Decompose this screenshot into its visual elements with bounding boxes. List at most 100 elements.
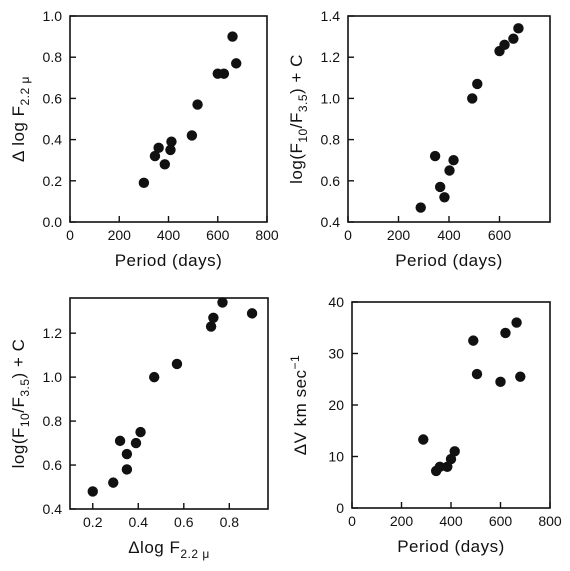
data-point [439, 192, 450, 203]
data-point [205, 321, 217, 332]
data-point [415, 202, 426, 213]
data-point [511, 317, 522, 328]
plot-frame [69, 15, 268, 223]
y-tick-label: 1.2 [43, 325, 63, 341]
y-tick-label: 0.8 [43, 413, 63, 429]
data-point [192, 99, 203, 110]
axis-label-part-sub: 10 [296, 128, 310, 142]
x-tick-label: 200 [387, 227, 411, 243]
y-tick-label: 10 [328, 449, 344, 465]
panel-top-right: 0 200 400 600 0.4 0.6 0.8 1.0 1.2 1.4 Period (days… [287, 8, 551, 270]
data-point [166, 136, 177, 147]
y-tick-label: 1.0 [321, 90, 341, 106]
data-point [429, 150, 441, 162]
data-point [434, 181, 446, 193]
axis-label-part-sub: 10 [18, 413, 32, 427]
x-tick-label: 600 [489, 513, 513, 529]
axis-label-part-mid: /F [9, 397, 28, 413]
y-tick-label: 20 [328, 397, 344, 413]
data-point [448, 155, 459, 166]
y-tick-label: 0.8 [43, 49, 63, 65]
y-tick-label: 0.4 [43, 501, 63, 517]
data-point [217, 297, 228, 308]
x-axis-label: Period (days) [115, 251, 223, 270]
y-tick-label: 0.2 [43, 173, 63, 189]
data-point [508, 33, 519, 44]
data-point [149, 150, 161, 162]
x-tick-label: 800 [538, 513, 562, 529]
x-tick-label: 0 [344, 227, 352, 243]
data-point [231, 58, 242, 69]
data-point [472, 78, 483, 90]
data-point [87, 486, 98, 497]
plot-frame [351, 301, 551, 509]
data-point [108, 477, 119, 488]
x-tick-label: 400 [157, 227, 181, 243]
data-point [449, 446, 460, 457]
x-axis-label: Period (days) [397, 537, 505, 556]
axis-label-part-base: ΔV km sec [291, 369, 310, 455]
x-tick-label: 0 [348, 513, 356, 529]
data-point [499, 39, 510, 51]
axis-label-part-base: Δlog F [128, 538, 180, 557]
x-tick-label: 400 [437, 227, 461, 243]
data-point [149, 371, 160, 383]
data-point [227, 31, 238, 42]
panel-bottom-right: 0 200 400 600 800 0 10 20 30 40 Period (days) ΔV km… [288, 294, 562, 556]
panel-top-left: 0 200 400 600 800 0.0 0.2 0.4 0.6 0.8 1.0 Period (d… [9, 8, 279, 270]
y-axis-label: Δ log F2.2 μ [9, 76, 32, 162]
y-tick-label: 0.6 [321, 173, 341, 189]
y-tick-label: 1.0 [43, 369, 63, 385]
data-point [186, 130, 198, 141]
y-tick-label: 30 [328, 346, 344, 362]
y-axis-label: log(F10/F3.5) + C [9, 339, 32, 469]
data-point [467, 93, 478, 104]
data-point [515, 371, 526, 382]
y-tick-label: 0.0 [43, 214, 63, 230]
x-tick-label: 400 [439, 513, 463, 529]
data-point [135, 426, 146, 438]
y-tick-label: 1.2 [321, 49, 341, 65]
data-point [114, 435, 126, 447]
data-point [246, 308, 258, 319]
x-tick-label: 200 [108, 227, 132, 243]
data-point [444, 165, 455, 176]
x-tick-label: 0.4 [129, 514, 149, 530]
data-point [153, 142, 164, 154]
data-point [121, 448, 133, 460]
data-point [418, 434, 429, 445]
x-tick-label: 0.6 [174, 514, 194, 530]
axis-label-part-base: Δ log F [9, 106, 28, 162]
data-point [468, 335, 479, 346]
axis-label-part-sub2: 3.5 [296, 94, 310, 112]
panel-bottom-left: 0.2 0.4 0.6 0.8 0.4 0.6 0.8 1.0 1.2 Δlog F2.2 μ lo… [9, 297, 269, 561]
y-axis-label: log(F10/F3.5) + C [287, 54, 310, 184]
x-tick-label: 800 [255, 227, 279, 243]
data-point [434, 461, 446, 472]
y-tick-label: 0.6 [43, 90, 63, 106]
x-axis-label: Δlog F2.2 μ [128, 538, 210, 561]
axis-label-part-sub: 2.2 μ [180, 547, 209, 561]
data-point [171, 358, 183, 370]
data-point [165, 144, 176, 156]
data-point [442, 461, 453, 472]
data-point [138, 177, 150, 189]
y-axis-label: ΔV km sec−1 [288, 355, 310, 455]
y-tick-label: 0.6 [43, 457, 63, 473]
y-tick-label: 0.4 [43, 132, 63, 148]
x-tick-label: 0.8 [220, 514, 240, 530]
data-point [121, 464, 133, 475]
x-tick-label: 0.2 [83, 514, 103, 530]
data-point [513, 23, 524, 34]
plot-frame [347, 15, 551, 223]
axis-label-part-sup: −1 [288, 355, 302, 370]
data-point [471, 368, 483, 380]
axis-label-part-sub2: 3.5 [18, 378, 32, 396]
axis-label-part-tail: ) + C [9, 339, 28, 379]
x-tick-label: 0 [66, 227, 74, 243]
data-point [218, 68, 230, 79]
data-point [495, 376, 506, 388]
y-tick-label: 1.4 [321, 8, 341, 24]
y-tick-label: 0 [336, 500, 344, 516]
